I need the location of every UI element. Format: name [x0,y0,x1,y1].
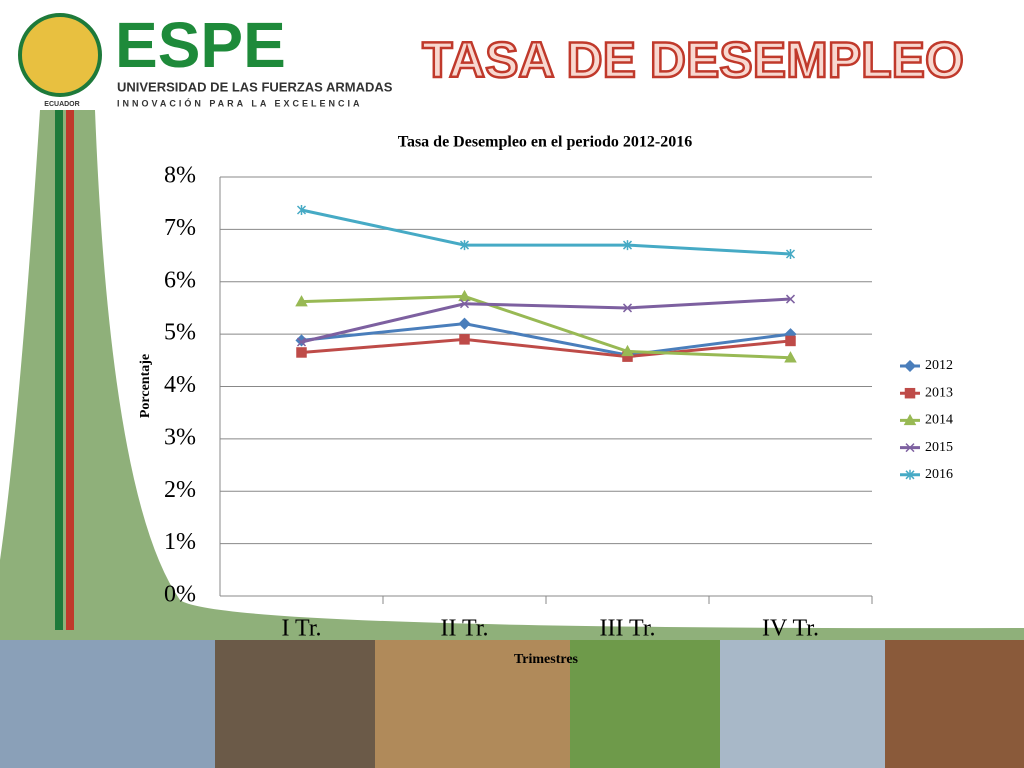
y-tick-label: 3% [164,424,196,450]
data-point [458,289,471,302]
data-point [621,344,634,357]
decor-stripe [55,110,63,630]
legend-marker [904,387,916,399]
legend-label: 2012 [925,358,953,373]
legend-label: 2015 [925,440,953,455]
x-tick-label: III Tr. [599,616,655,642]
data-point [459,334,470,345]
logo-country: ECUADOR [44,101,79,108]
series-line [301,297,791,344]
photo [720,640,885,768]
series-line [301,322,791,357]
legend-marker [903,413,917,426]
x-tick-label: IV Tr. [762,616,819,642]
y-axis-title: Porcentaje [138,354,153,418]
x-tick-label: II Tr. [440,616,488,642]
photo [0,640,215,768]
y-tick-label: 0% [164,582,196,608]
series-line [301,208,791,256]
data-point [296,337,307,347]
data-point [622,303,633,313]
data-point [458,317,471,330]
y-tick-label: 6% [164,267,196,293]
data-point [296,347,307,358]
photo [885,640,1024,768]
photo [570,640,720,768]
decor-stripe [66,110,74,630]
y-tick-label: 2% [164,477,196,503]
data-point [785,248,796,259]
data-point [296,204,307,215]
decor-curve [0,110,1024,640]
logo-text: ESPE [115,9,286,81]
data-point [785,294,796,304]
series-line [301,294,791,360]
photo [375,640,570,768]
y-tick-label: 1% [164,529,196,555]
data-point [785,335,796,347]
legend-marker [905,443,915,453]
x-axis-title: Trimestres [514,652,579,667]
data-point [459,299,470,309]
data-point [295,295,308,307]
legend-label: 2014 [925,413,953,428]
data-point [784,351,797,363]
motto: INNOVACIÓN PARA LA EXCELENCIA [117,97,363,108]
y-tick-label: 5% [164,320,196,346]
legend-marker [903,359,917,373]
y-tick-label: 7% [164,215,196,241]
legend-label: 2016 [925,467,953,482]
data-point [622,240,633,251]
data-point [459,240,470,251]
legend-marker [905,469,915,480]
slide-title: TASA DE DESEMPLEO [422,32,964,88]
chart-title: Tasa de Desempleo en el periodo 2012-201… [398,134,693,151]
y-tick-label: 8% [164,163,196,189]
legend-label: 2013 [925,385,953,400]
university-name: UNIVERSIDAD DE LAS FUERZAS ARMADAS [117,79,393,94]
logo-emblem [18,13,102,97]
x-tick-label: I Tr. [281,616,321,642]
photo [215,640,375,768]
y-tick-label: 4% [164,372,196,398]
series-line [301,337,791,359]
